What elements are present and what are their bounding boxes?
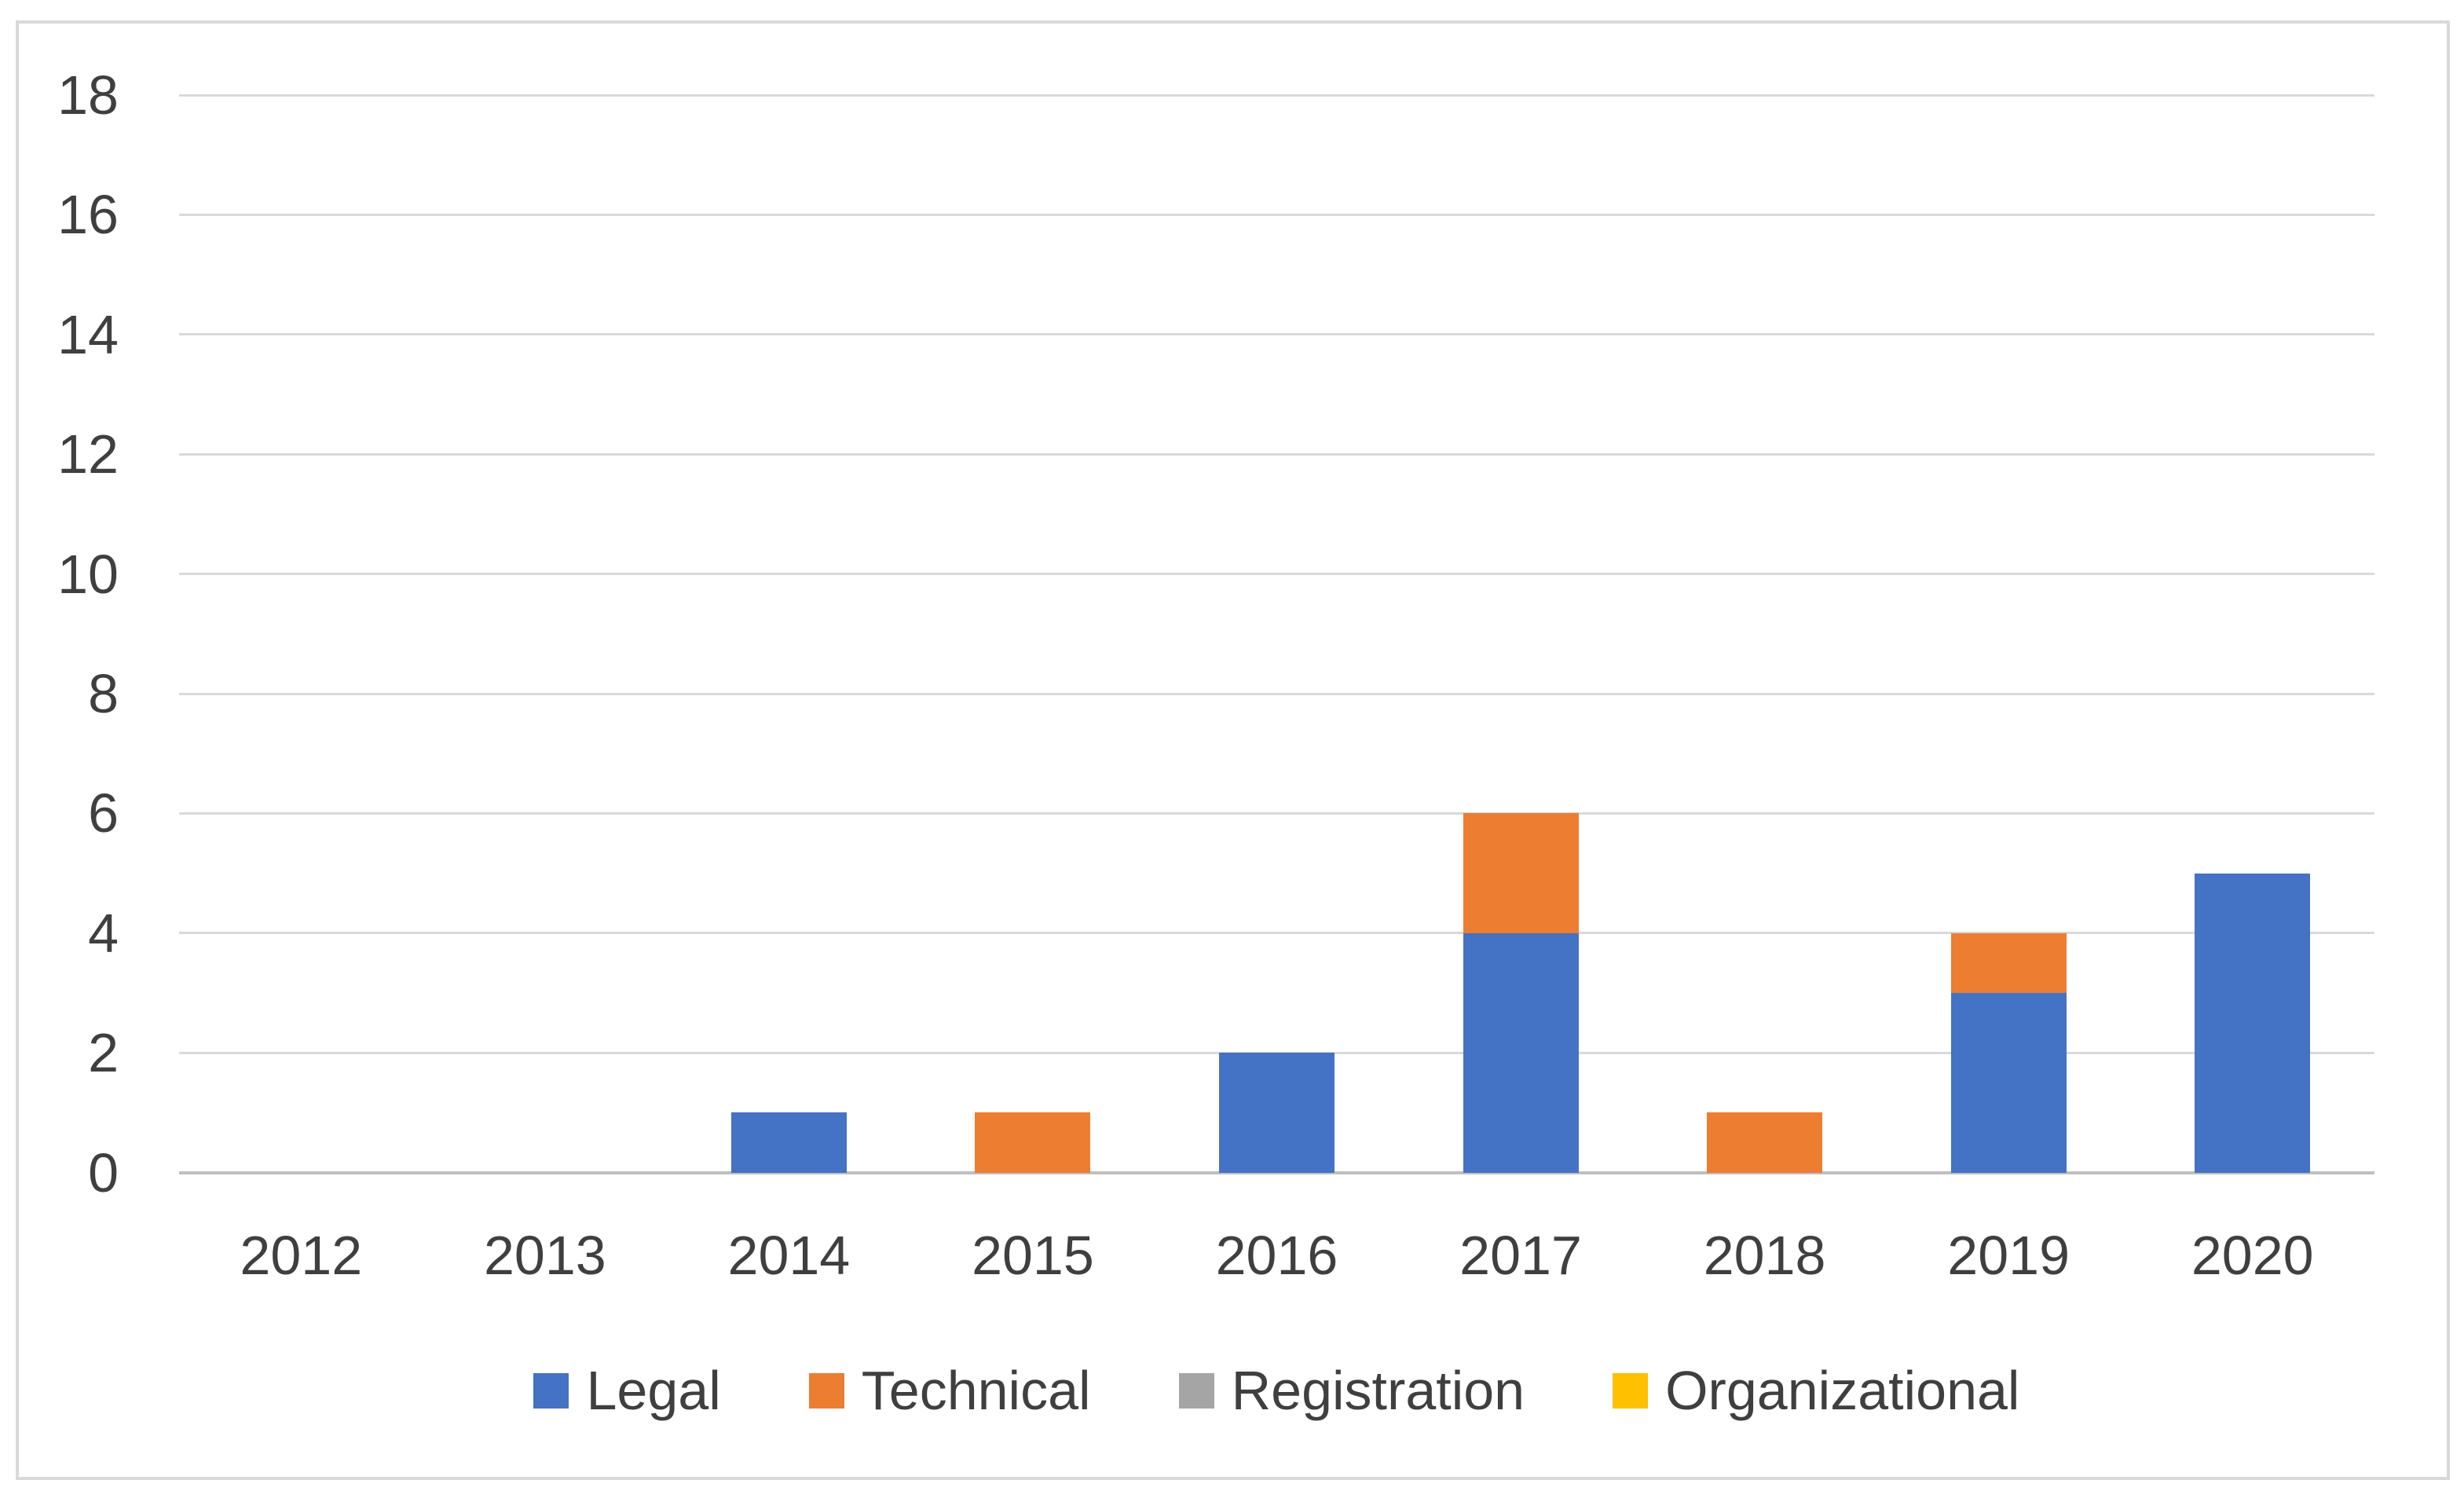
gridline-y-10 [179, 573, 2374, 576]
y-axis-tick-6: 6 [88, 782, 119, 844]
legend-swatch-legal [533, 1372, 569, 1409]
y-axis-tick-10: 10 [57, 543, 119, 605]
x-axis-tick-2017: 2017 [1459, 1225, 1582, 1286]
y-axis-tick-8: 8 [88, 663, 119, 724]
x-axis-tick-2015: 2015 [972, 1225, 1094, 1286]
gridline-y-8 [179, 692, 2374, 695]
y-axis-tick-4: 4 [88, 902, 119, 964]
legend-swatch-organizational [1613, 1372, 1649, 1409]
legend-label-legal: Legal [586, 1360, 721, 1421]
bar-segment-2019-technical [1950, 932, 2067, 993]
gridline-y-12 [179, 452, 2374, 456]
legend-swatch-technical [808, 1372, 844, 1409]
gridline-y-16 [179, 213, 2374, 216]
plot-area: 0 2 4 6 8 10 12 14 16 18 2012 2013 2014 2015 2016 2017 2… [19, 24, 2447, 1477]
bar-segment-2017-technical [1463, 813, 1579, 933]
bar-segment-2015-technical [975, 1112, 1091, 1173]
x-axis-tick-2020: 2020 [2191, 1225, 2314, 1286]
y-axis-tick-0: 0 [88, 1141, 119, 1203]
legend-item-technical: Technical [808, 1359, 1091, 1422]
bar-segment-2019-legal [1950, 993, 2067, 1173]
x-axis-tick-2016: 2016 [1215, 1225, 1338, 1286]
x-axis-tick-2012: 2012 [240, 1225, 363, 1286]
x-axis-tick-2018: 2018 [1703, 1225, 1826, 1286]
legend-label-organizational: Organizational [1665, 1360, 2020, 1421]
x-axis-tick-2019: 2019 [1947, 1225, 2070, 1286]
chart-frame: 0 2 4 6 8 10 12 14 16 18 2012 2013 2014 2015 2016 2017 2… [16, 20, 2450, 1480]
x-axis-tick-2013: 2013 [483, 1225, 606, 1286]
x-axis-tick-2014: 2014 [727, 1225, 851, 1286]
bar-segment-2014-legal [730, 1112, 847, 1173]
gridline-y-4 [179, 932, 2374, 935]
y-axis-tick-12: 12 [57, 423, 119, 485]
gridline-y-18 [179, 93, 2374, 97]
bar-segment-2018-technical [1707, 1112, 1823, 1173]
legend-item-organizational: Organizational [1613, 1359, 2020, 1422]
bar-segment-2017-legal [1463, 932, 1579, 1173]
legend-label-technical: Technical [861, 1360, 1091, 1421]
bar-segment-2016-legal [1219, 1053, 1335, 1173]
legend-label-registration: Registration [1231, 1360, 1525, 1421]
legend-item-registration: Registration [1178, 1359, 1525, 1422]
chart-legend: Legal Technical Registration Organizational [179, 1359, 2374, 1422]
gridline-y-14 [179, 333, 2374, 336]
bar-segment-2020-legal [2195, 873, 2311, 1173]
y-axis-tick-2: 2 [88, 1022, 119, 1084]
legend-swatch-registration [1178, 1372, 1214, 1409]
legend-item-legal: Legal [533, 1359, 721, 1422]
y-axis-tick-18: 18 [57, 64, 119, 126]
y-axis-tick-16: 16 [57, 184, 119, 246]
x-axis-line [179, 1170, 2374, 1174]
y-axis-tick-14: 14 [57, 303, 119, 365]
gridline-y-6 [179, 811, 2374, 815]
